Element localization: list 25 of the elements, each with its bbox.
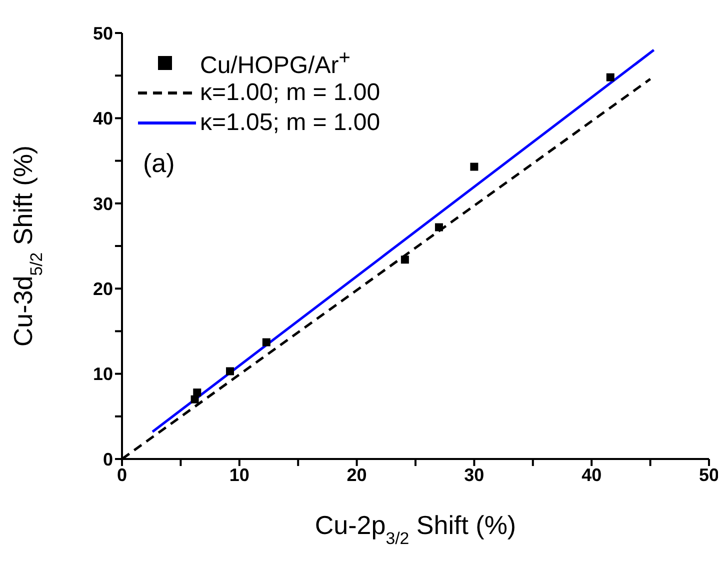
y-tick-label: 10 (92, 364, 113, 384)
x-tick-label: 20 (346, 464, 367, 485)
point (400, 256, 409, 264)
x-tick-label: 10 (229, 464, 250, 485)
y-tick-label: 40 (92, 108, 113, 129)
point (193, 388, 202, 397)
x-tick-label: 0 (116, 464, 128, 485)
x-tick-label: 40 (582, 464, 602, 485)
y-tick-label: 50 (92, 23, 113, 44)
point (606, 73, 614, 82)
x-tick-label: 30 (464, 464, 484, 485)
point (262, 338, 270, 346)
legend-label: κ=1.00; m = 1.00 (200, 79, 380, 107)
y-tick-label: 0 (102, 449, 113, 470)
point (190, 395, 199, 404)
x-tick-label: 50 (698, 464, 720, 485)
legend-label: Cu/HOPG/Ar$^{+}$ (200, 46, 350, 80)
point (470, 162, 478, 171)
annotation: (a) (143, 148, 175, 179)
legend-label: κ=1.05; m = 1.00 (200, 109, 380, 137)
y-tick-label: 30 (92, 194, 113, 214)
point (226, 367, 234, 376)
point (434, 223, 443, 232)
x-axis-title: Cu-2p$_{3/2}$ Shift (%) (314, 510, 516, 548)
y-tick-label: 20 (92, 278, 113, 299)
